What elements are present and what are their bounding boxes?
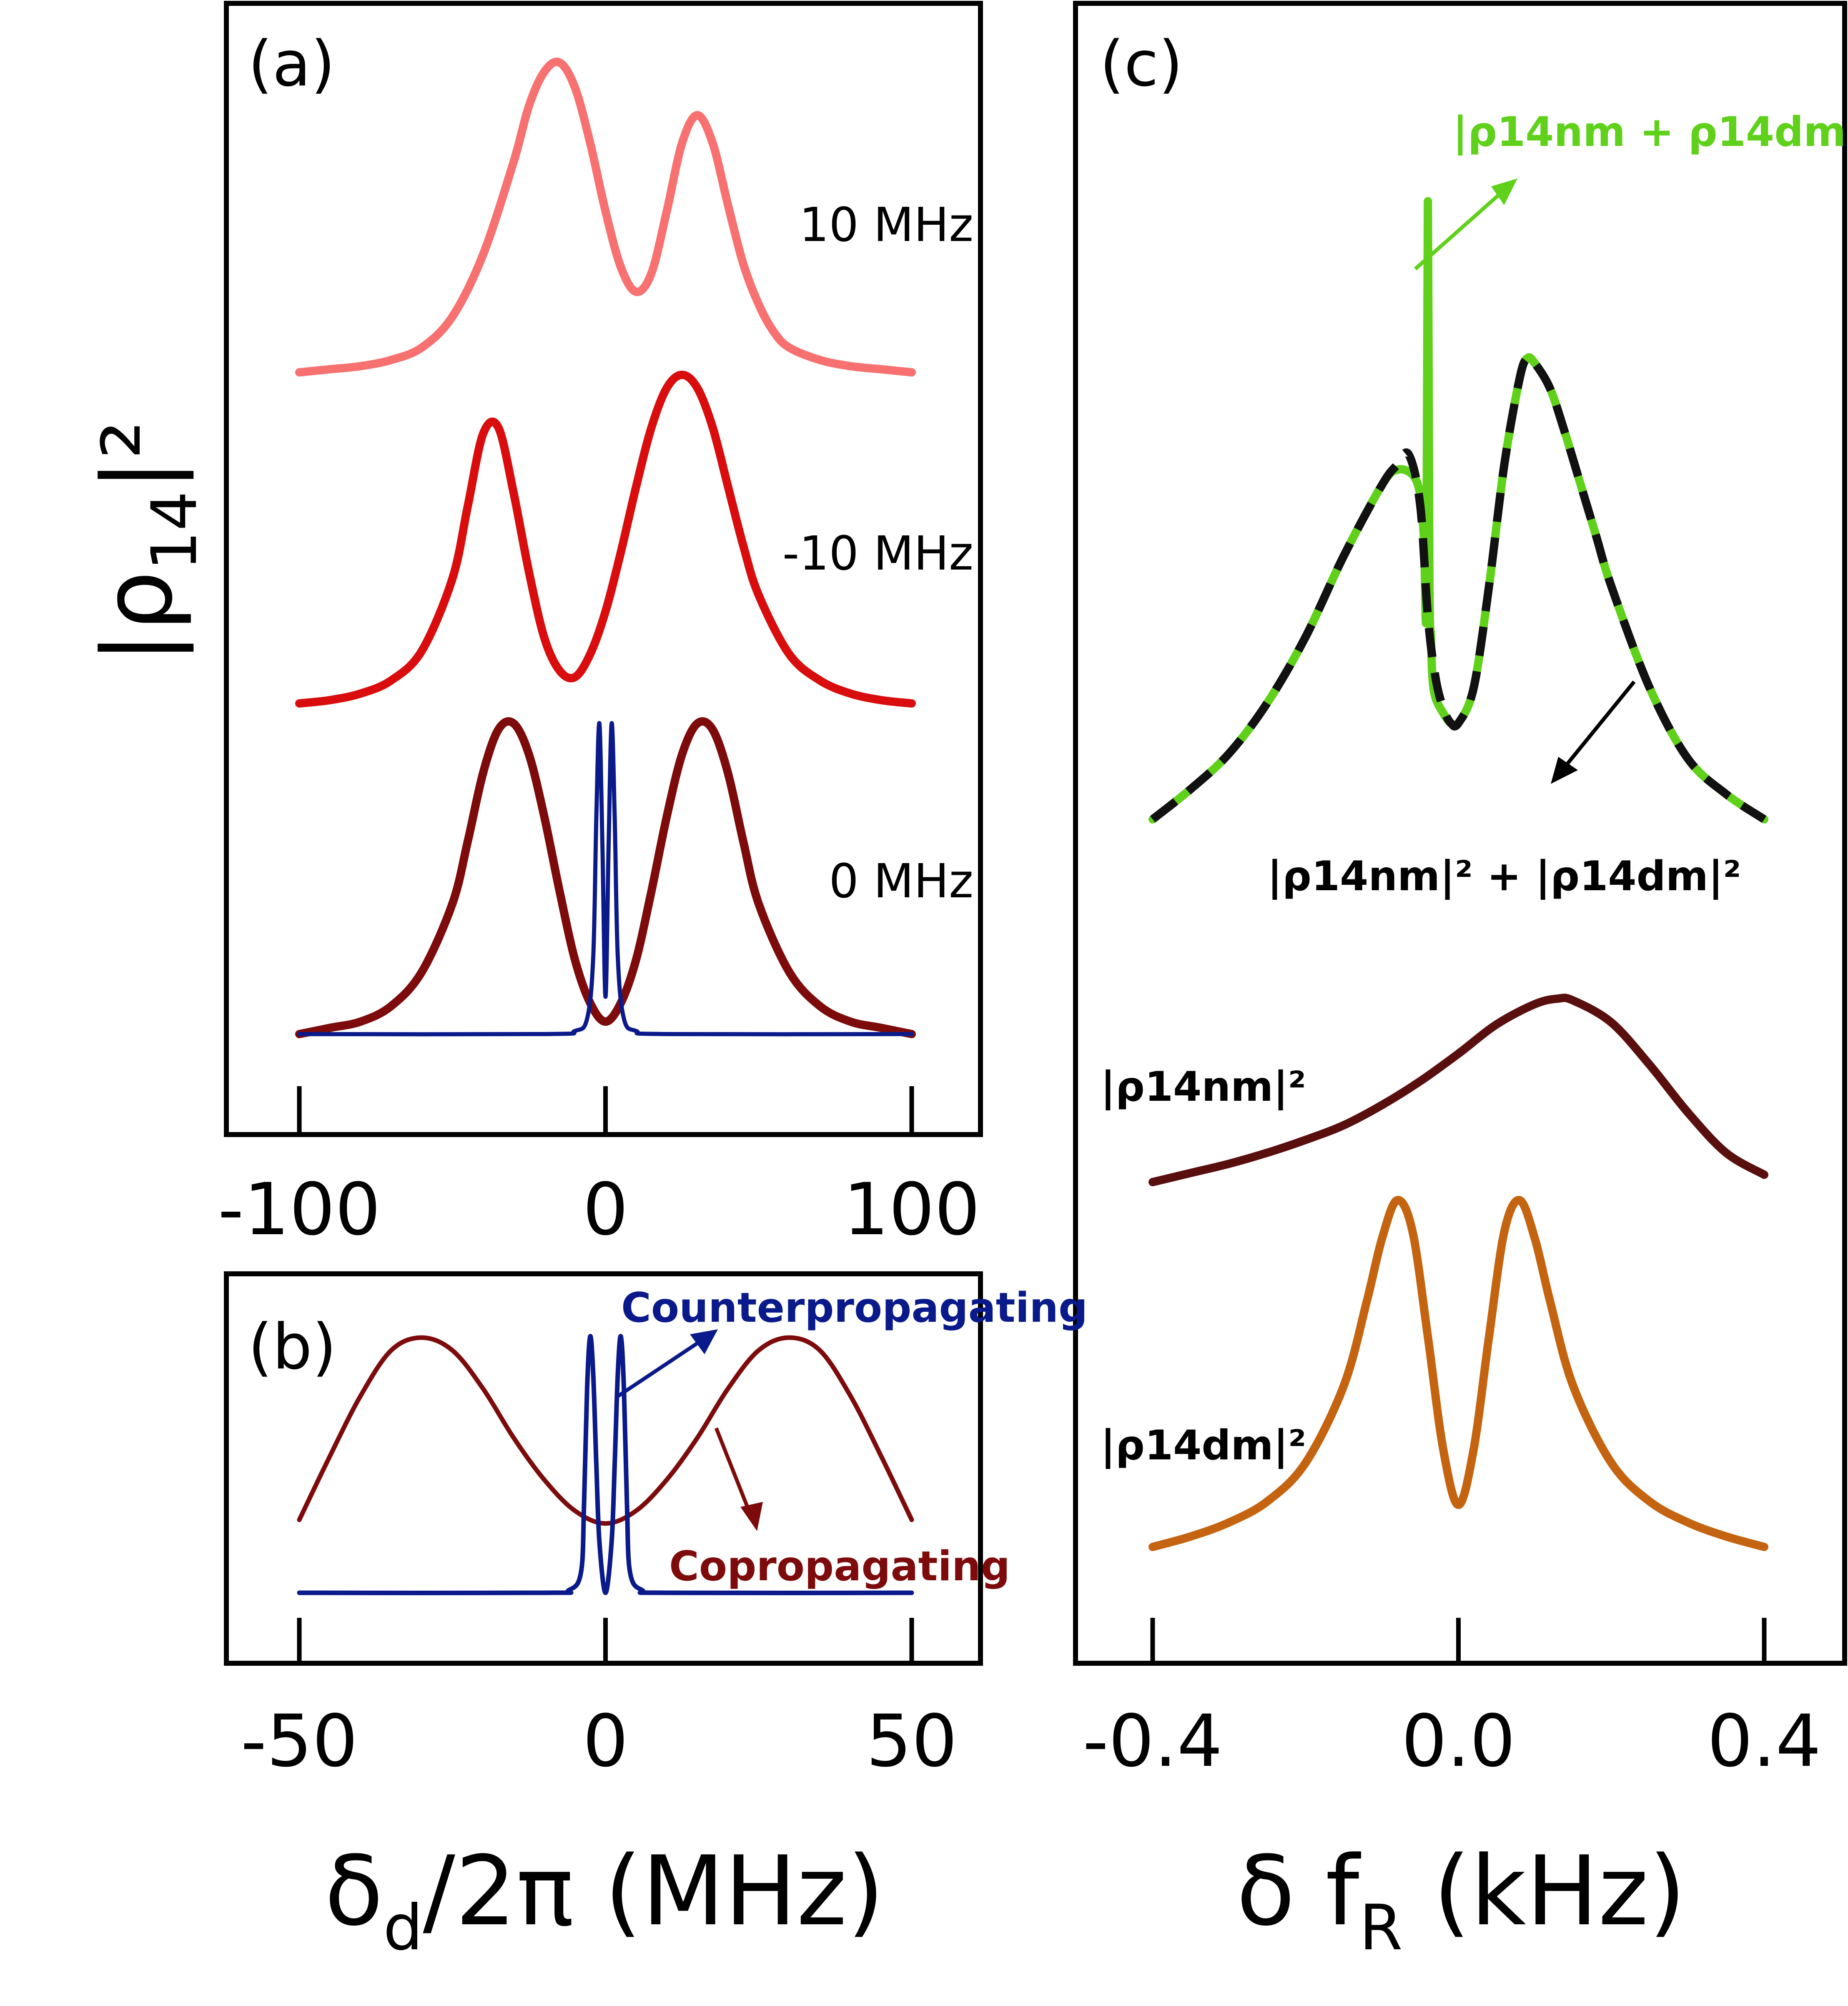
x-axis-title-left: δd/2π (MHz) [325, 1836, 885, 1964]
tick-label-c-0: -0.4 [1083, 1699, 1223, 1783]
panel-b-ticks: -50 0 50 [241, 1618, 958, 1783]
x-axis-title-right: δ fR (kHz) [1236, 1836, 1686, 1964]
panel-c-label: (c) [1100, 28, 1183, 100]
tick-label-b-0: -50 [241, 1699, 358, 1783]
panel-a-label: (a) [248, 28, 335, 100]
legend-counterpropagating: Counterpropagating [621, 1284, 1088, 1332]
offset-label-0mhz: 0 MHz [829, 854, 974, 909]
series-c-14nm-14dm [1150, 353, 1767, 823]
tick-label-c-1: 0.0 [1402, 1699, 1516, 1783]
offset-label-minus10mhz: -10 MHz [782, 527, 973, 581]
series-a-0-mhz [295, 717, 916, 1038]
tick-label-a-0: -100 [218, 1167, 381, 1251]
legend-dm: |ρ14dm|² [1101, 1422, 1306, 1469]
panel-b-series [297, 1334, 914, 1595]
arrow-counterpropagating [616, 1329, 718, 1398]
tick-label-a-1: 0 [583, 1167, 628, 1251]
series-c-14nm [1148, 994, 1768, 1186]
arrow-copropagating [714, 1427, 763, 1531]
panel-c-frame [1073, 1, 1847, 1666]
series-a-counterpropagating-0-mhz [297, 721, 914, 1037]
tick-label-c-2: 0.4 [1707, 1699, 1821, 1783]
legend-incoherent-sum: |ρ14nm|² + |ρ14dm|² [1267, 853, 1741, 900]
series-b-counterpropagating [297, 1334, 914, 1595]
series-b-copropagating [297, 1335, 914, 1526]
arrow-incoherent-sum [1551, 680, 1636, 784]
legend-nm: |ρ14nm|² [1101, 1063, 1306, 1111]
panel-b-frame [224, 1271, 983, 1666]
panel-c-ticks: -0.4 0.0 0.4 [1083, 1618, 1821, 1783]
tick-label-a-2: 100 [843, 1167, 980, 1251]
arrow-coherent-sum [1414, 178, 1517, 271]
tick-label-b-2: 50 [866, 1699, 958, 1783]
series-c-14dm [1148, 1196, 1768, 1551]
legend-coherent-sum: |ρ14nm + ρ14dm|² [1453, 108, 1848, 156]
y-axis-title: |ρ14|² [83, 420, 211, 664]
panel-c-series [1148, 197, 1768, 1551]
series-a-10-mhz [295, 371, 916, 708]
legend-copropagating: Copropagating [669, 1543, 1010, 1590]
panel-b-label: (b) [248, 1311, 336, 1383]
tick-label-b-1: 0 [583, 1699, 628, 1783]
panel-a-series [295, 58, 916, 1038]
panel-a-ticks: -100 0 100 [218, 1086, 980, 1251]
offset-label-10mhz: 10 MHz [799, 198, 973, 252]
series-a-10-mhz [295, 58, 916, 377]
